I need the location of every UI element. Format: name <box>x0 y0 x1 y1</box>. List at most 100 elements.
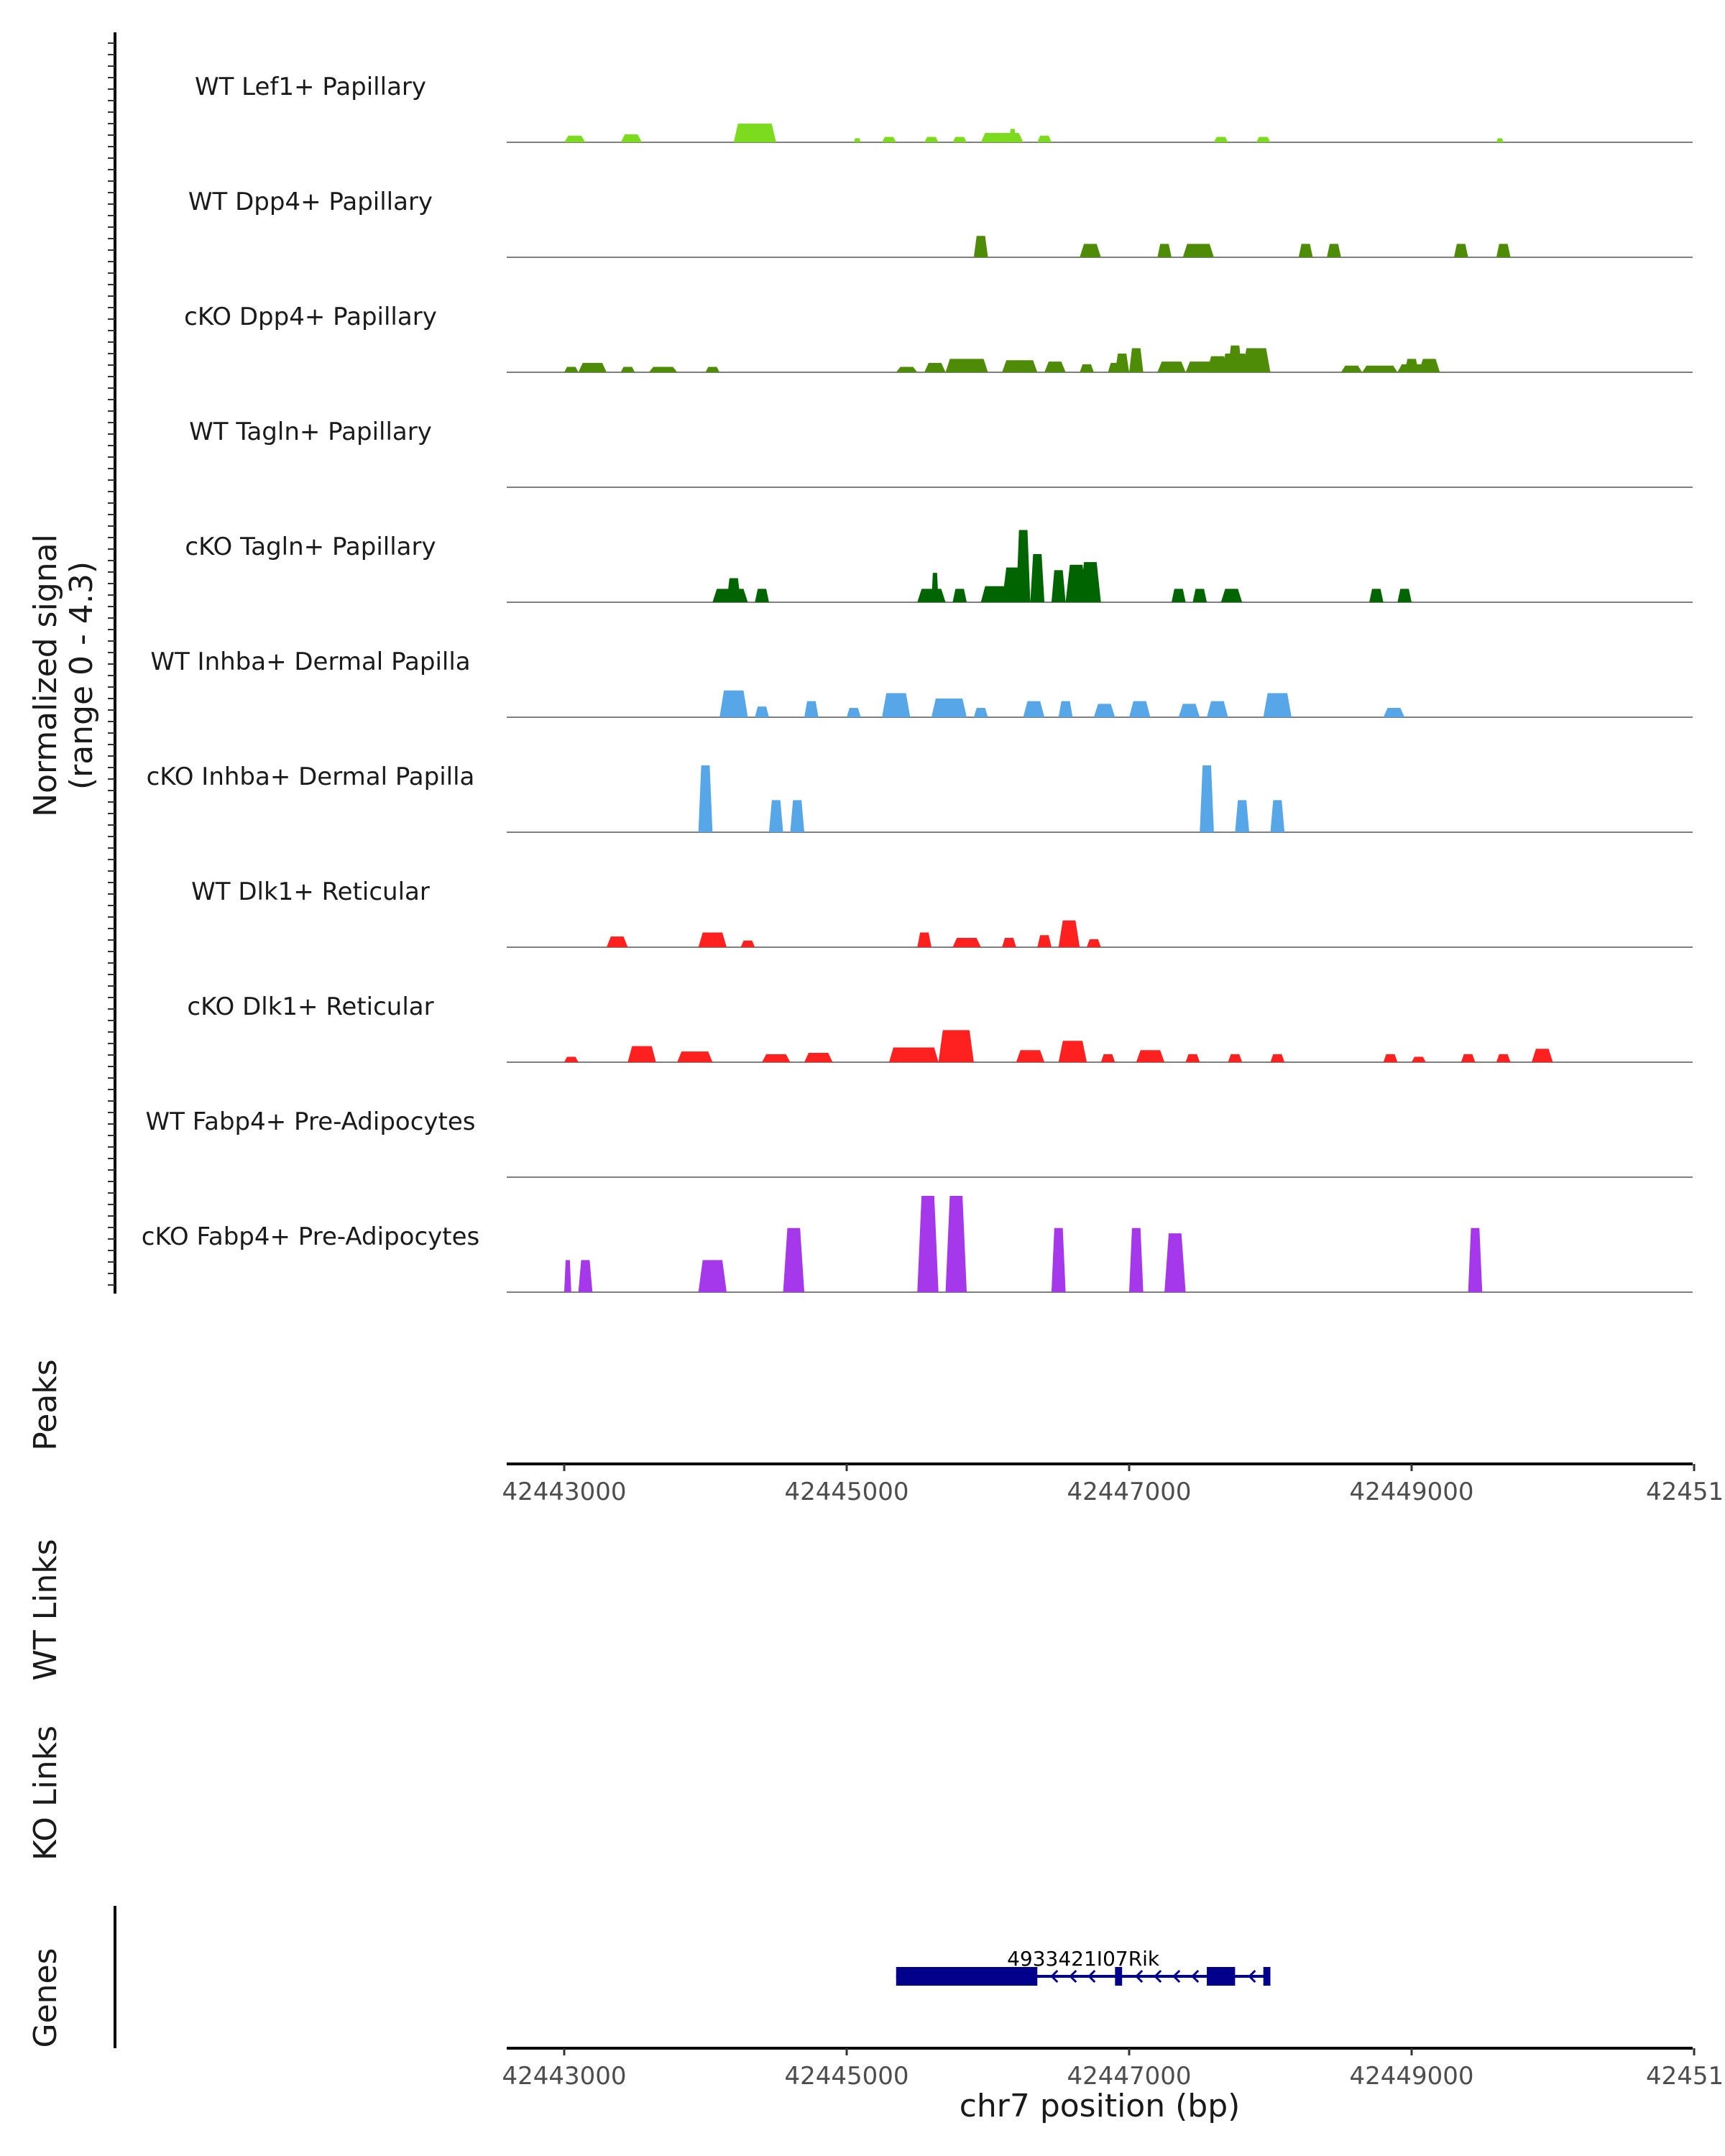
signal-peak <box>1468 1227 1483 1292</box>
signal-peak <box>924 137 939 142</box>
track-label: WT Inhba+ Dermal Papilla <box>150 648 470 676</box>
signal-peak <box>924 362 946 372</box>
x-tick-label: 424510 <box>1646 2062 1725 2091</box>
signal-peak <box>1080 562 1101 602</box>
signal-peak <box>1412 1056 1426 1062</box>
signal-peak <box>705 367 720 372</box>
signal-peak <box>1093 704 1116 717</box>
track: cKO Fabp4+ Pre-Adipocytes <box>142 1196 1693 1293</box>
signal-peak <box>952 589 967 602</box>
strand-arrow <box>1154 1969 1162 1984</box>
signal-peak <box>1087 939 1101 947</box>
signal-peak <box>1263 693 1292 717</box>
gene-exon <box>896 1967 1038 1986</box>
signal-peak <box>888 1047 939 1062</box>
signal-peak <box>1185 1054 1200 1062</box>
signal-peak <box>1340 365 1363 372</box>
signal-peak <box>1185 361 1214 372</box>
signal-peak <box>648 367 678 372</box>
signal-peak <box>698 1260 727 1292</box>
signal-peak <box>1051 1227 1066 1292</box>
track: WT Tagln+ Papillary <box>189 418 1693 488</box>
y-axis-title-line2: (range 0 - 4.3) <box>63 561 100 790</box>
signal-peak <box>1369 589 1384 602</box>
signal-peak <box>973 236 988 257</box>
x-tick-label: 42445000 <box>784 1478 908 1506</box>
signal-peak <box>952 937 981 947</box>
signal-peak <box>627 1046 656 1062</box>
track: WT Inhba+ Dermal Papilla <box>150 648 1693 718</box>
signal-peak <box>1270 1054 1285 1062</box>
peaks-panel-title: Peaks <box>27 1359 64 1450</box>
signal-peak <box>768 800 783 832</box>
signal-peak <box>719 690 748 717</box>
signal-peak <box>1037 935 1052 947</box>
signal-peak <box>790 800 805 832</box>
signal-peak <box>1129 701 1151 717</box>
signal-peak <box>620 134 643 142</box>
signal-peak <box>1496 244 1511 257</box>
signal-peak <box>1002 937 1016 947</box>
signal-peak <box>1298 244 1313 257</box>
signal-peak <box>606 936 628 947</box>
track: WT Fabp4+ Pre-Adipocytes <box>146 1107 1693 1178</box>
signal-peak <box>1136 1050 1165 1062</box>
signal-peak <box>1362 365 1398 372</box>
gene-exon <box>1115 1967 1123 1986</box>
signal-peak <box>1213 137 1228 142</box>
strand-arrow <box>1135 1969 1144 1984</box>
signal-peak <box>1016 530 1031 602</box>
signal-peak <box>1058 920 1080 947</box>
track-label: cKO Dpp4+ Papillary <box>184 303 437 331</box>
gene-exon <box>1207 1967 1236 1986</box>
gene-track: 4933421I07Rik <box>896 1947 1271 1986</box>
strand-arrow <box>1087 1969 1096 1984</box>
signal-peak <box>1129 348 1144 372</box>
signal-peak <box>783 1227 805 1292</box>
gene-exon <box>1263 1967 1271 1986</box>
signal-peak <box>1100 1054 1116 1062</box>
x-tick-label: 42447000 <box>1067 2062 1191 2091</box>
signal-peak <box>1080 364 1094 372</box>
track: WT Dpp4+ Papillary <box>188 188 1693 258</box>
track-label: WT Dpp4+ Papillary <box>188 188 433 216</box>
signal-peak <box>564 1056 579 1062</box>
signal-peak <box>1220 353 1250 372</box>
signal-peak <box>1453 244 1468 257</box>
signal-peak <box>1051 570 1066 602</box>
signal-peak <box>698 765 713 832</box>
signal-peak <box>917 932 932 947</box>
signal-peak <box>1023 701 1045 717</box>
signal-peak <box>1016 1050 1045 1062</box>
signal-peak <box>1220 589 1243 602</box>
signal-peak <box>1171 589 1186 602</box>
x-tick-label: 42447000 <box>1067 1478 1191 1506</box>
signal-peak <box>1058 701 1073 717</box>
x-axis-peaks: 42443000 42445000 42447000 42449000 424510 <box>502 1462 1725 1506</box>
strand-arrow <box>1050 1969 1059 1984</box>
track-label: WT Tagln+ Papillary <box>189 418 432 446</box>
track-label: cKO Tagln+ Papillary <box>185 533 436 561</box>
signal-peak <box>1044 361 1066 372</box>
signal-peak <box>896 367 918 372</box>
signal-peak <box>1030 554 1045 602</box>
x-tick-label: 424510 <box>1646 1478 1725 1506</box>
x-tick-label: 42443000 <box>502 2062 626 2091</box>
signal-peak <box>1207 701 1228 717</box>
x-axis-genes: 42443000 42445000 42447000 42449000 424510 <box>502 2047 1725 2091</box>
signal-peak <box>564 135 586 142</box>
x-tick-label: 42443000 <box>502 1478 626 1506</box>
signal-peak <box>740 940 755 947</box>
signal-peak <box>564 1260 571 1292</box>
signal-peak <box>952 137 967 142</box>
signal-peak <box>980 132 1024 142</box>
signal-peak <box>1256 137 1271 142</box>
strand-arrow <box>1248 1969 1256 1984</box>
signal-peak <box>1002 360 1038 372</box>
signal-peak <box>945 1196 967 1292</box>
signal-peak <box>980 586 1009 602</box>
signal-peak <box>938 1030 974 1062</box>
signal-peak <box>1496 1054 1511 1062</box>
signal-peak <box>698 932 727 947</box>
